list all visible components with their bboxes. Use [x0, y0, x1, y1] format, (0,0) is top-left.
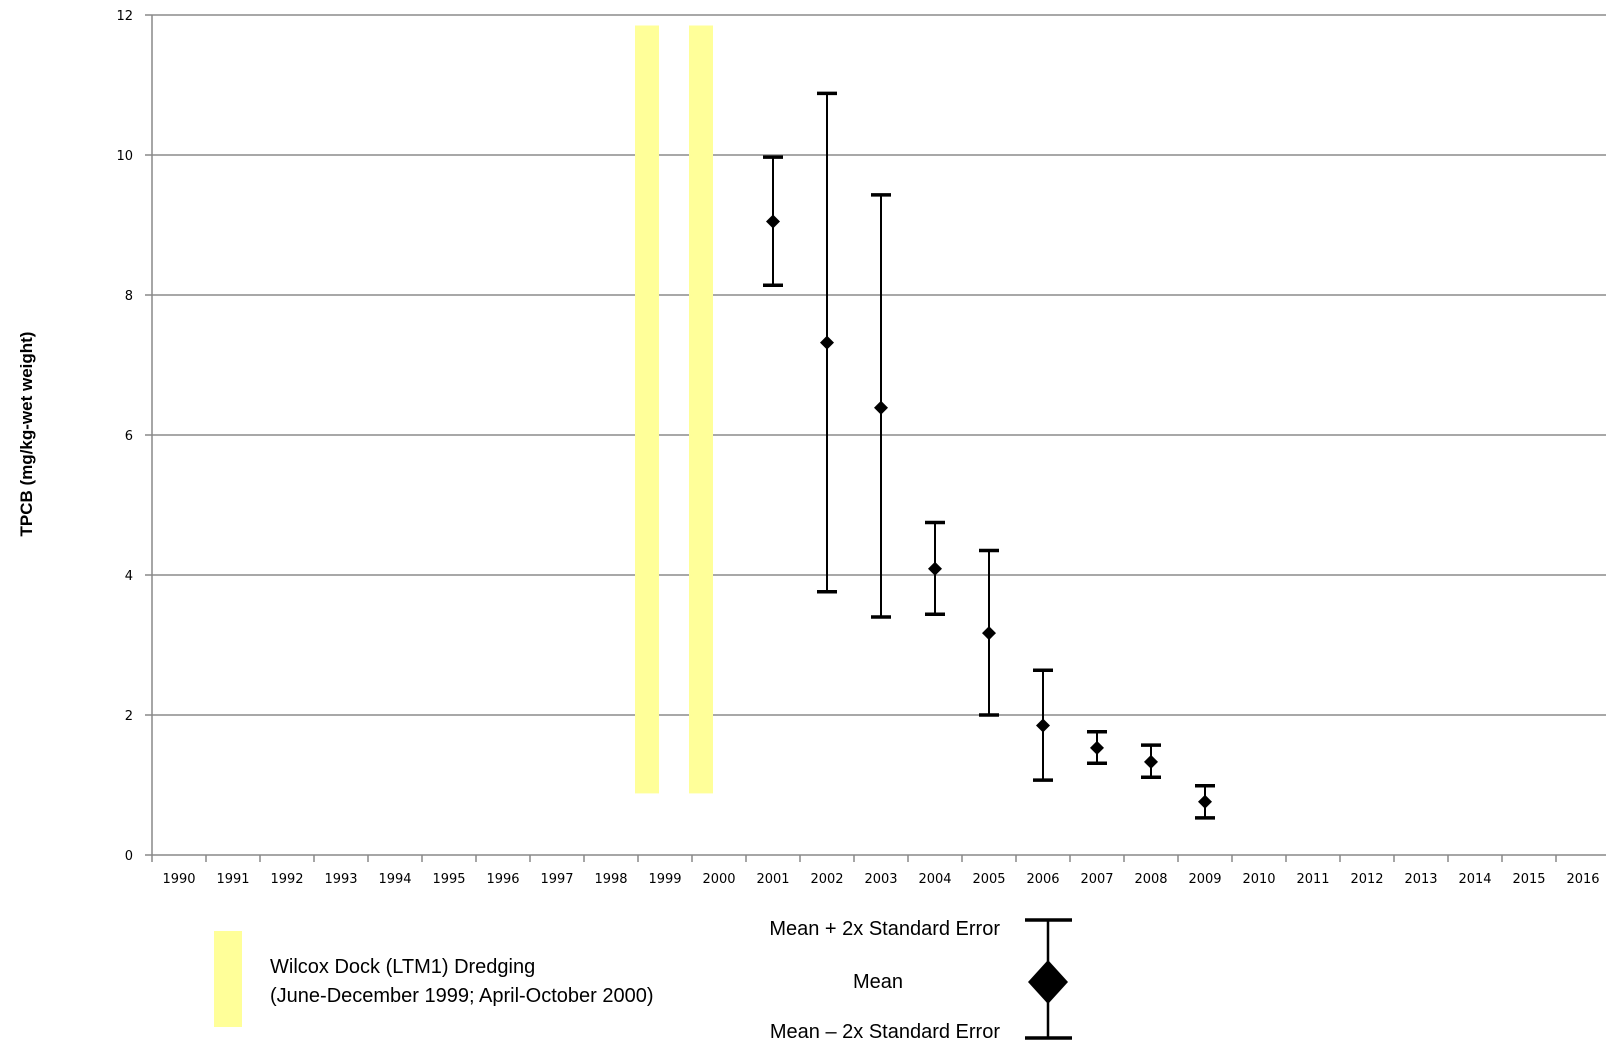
x-tick-label-1997: 1997: [540, 872, 573, 887]
y-tick-label-6: 6: [125, 429, 133, 444]
x-tick-label-2002: 2002: [810, 872, 843, 887]
dredging-bar-1999: [635, 25, 659, 794]
x-tick-label-2000: 2000: [702, 872, 735, 887]
x-tick-label-1993: 1993: [324, 872, 357, 887]
x-tick-label-2009: 2009: [1188, 872, 1221, 887]
legend-dredging-swatch: [214, 931, 242, 1027]
x-tick-label-2008: 2008: [1134, 872, 1167, 887]
x-tick-label-2013: 2013: [1404, 872, 1437, 887]
mean-marker-2007: [1090, 740, 1104, 755]
mean-marker-2003: [874, 400, 888, 415]
mean-marker-2004: [928, 561, 942, 576]
x-tick-label-1995: 1995: [432, 872, 465, 887]
dredging-bar-2000: [689, 25, 713, 794]
x-tick-label-2001: 2001: [756, 872, 789, 887]
mean-marker-2008: [1144, 754, 1158, 769]
legend-lower-label: Mean – 2x Standard Error: [770, 1021, 1000, 1043]
x-tick-label-2016: 2016: [1566, 872, 1599, 887]
x-tick-label-1996: 1996: [486, 872, 519, 887]
legend: Wilcox Dock (LTM1) Dredging (June-Decemb…: [214, 918, 1072, 1043]
x-tick-label-1998: 1998: [594, 872, 627, 887]
mean-marker-2002: [820, 335, 834, 350]
mean-marker-2001: [766, 214, 780, 229]
y-tick-label-2: 2: [125, 709, 133, 724]
x-tick-label-2011: 2011: [1296, 872, 1329, 887]
mean-markers: [766, 214, 1212, 809]
mean-marker-2005: [982, 626, 996, 641]
legend-mean-marker: [1028, 960, 1068, 1004]
dredging-periods: [635, 25, 713, 794]
x-tick-label-2015: 2015: [1512, 872, 1545, 887]
x-tick-label-1994: 1994: [378, 872, 411, 887]
x-axis: 1990 1991 1992 1993 1994 1995 1996 1997 1998 1999…: [151, 854, 1606, 887]
y-tick-label-10: 10: [116, 149, 133, 164]
y-tick-label-0: 0: [125, 849, 133, 864]
y-tick-label-4: 4: [125, 569, 133, 584]
x-tick-label-2006: 2006: [1026, 872, 1059, 887]
x-tick-label-2010: 2010: [1242, 872, 1275, 887]
mean-marker-2006: [1036, 718, 1050, 733]
gridlines: [152, 14, 1606, 716]
x-tick-label-1992: 1992: [270, 872, 303, 887]
y-axis-label: TPCB (mg/kg-wet weight): [17, 332, 36, 537]
legend-dredging-dates: (June-December 1999; April-October 2000): [270, 985, 654, 1007]
x-tick-label-2004: 2004: [918, 872, 951, 887]
x-tick-label-2005: 2005: [972, 872, 1005, 887]
x-tick-label-2014: 2014: [1458, 872, 1491, 887]
error-bars: [763, 91, 1215, 820]
x-tick-label-2012: 2012: [1350, 872, 1383, 887]
x-tick-label-1999: 1999: [648, 872, 681, 887]
y-axis-ticks: 0 2 4 6 8 10 12: [116, 9, 153, 864]
mean-marker-2009: [1198, 794, 1212, 809]
legend-errorbar-glyph: [1025, 918, 1072, 1040]
x-tick-label-2007: 2007: [1080, 872, 1113, 887]
x-tick-label-2003: 2003: [864, 872, 897, 887]
y-tick-label-8: 8: [125, 289, 133, 304]
legend-mean-label: Mean: [853, 971, 903, 993]
y-tick-label-12: 12: [116, 9, 133, 24]
x-tick-label-1991: 1991: [216, 872, 249, 887]
legend-dredging-label: Wilcox Dock (LTM1) Dredging: [270, 956, 535, 978]
x-tick-label-1990: 1990: [162, 872, 195, 887]
legend-upper-label: Mean + 2x Standard Error: [769, 918, 1000, 940]
